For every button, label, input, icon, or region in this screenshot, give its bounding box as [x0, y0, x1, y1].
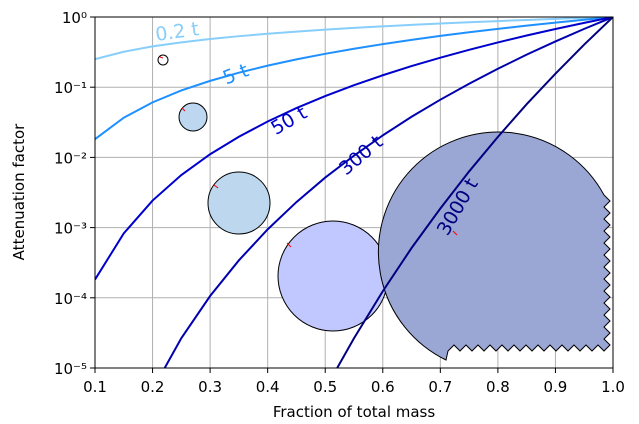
x-tick-label: 0.8 — [486, 378, 510, 396]
marker — [286, 242, 292, 248]
x-tick-label: 0.5 — [313, 378, 337, 396]
mass-shapes — [157, 54, 611, 361]
series-line — [163, 17, 613, 368]
marker — [452, 230, 458, 236]
x-tick-label: 0.3 — [198, 378, 222, 396]
x-tick-label: 0.7 — [428, 378, 452, 396]
mass-shape — [377, 131, 611, 361]
x-tick-label: 1.0 — [601, 378, 625, 396]
y-tick-label: 10⁻³ — [54, 220, 87, 238]
series-label: 5 t — [220, 59, 252, 89]
marker — [181, 107, 186, 112]
y-tick-label: 10⁻⁵ — [54, 360, 87, 378]
y-axis-label: Attenuation factor — [10, 123, 28, 260]
mass-circle — [178, 102, 208, 132]
x-axis-label: Fraction of total mass — [273, 403, 436, 421]
mass-circle — [207, 171, 271, 235]
y-tick-label: 10⁻² — [54, 149, 87, 167]
x-tick-label: 0.9 — [544, 378, 568, 396]
series-line — [336, 17, 613, 368]
series-line — [95, 17, 613, 281]
plot-frame — [94, 16, 614, 369]
series-line — [95, 17, 613, 61]
y-tick-label: 10⁰ — [62, 9, 87, 27]
marker — [213, 184, 219, 189]
marker — [159, 56, 164, 59]
y-tick-label: 10⁻¹ — [54, 79, 87, 97]
series-label: 50 t — [267, 102, 311, 140]
mass-circle — [157, 54, 169, 66]
lines — [95, 17, 613, 368]
x-tick-label: 0.1 — [83, 378, 107, 396]
x-tick-label: 0.6 — [371, 378, 395, 396]
y-tick-label: 10⁻⁴ — [54, 290, 87, 308]
x-tick-label: 0.2 — [141, 378, 165, 396]
series-line — [95, 17, 613, 140]
x-tick-label: 0.4 — [256, 378, 280, 396]
mass-circle — [277, 220, 389, 332]
